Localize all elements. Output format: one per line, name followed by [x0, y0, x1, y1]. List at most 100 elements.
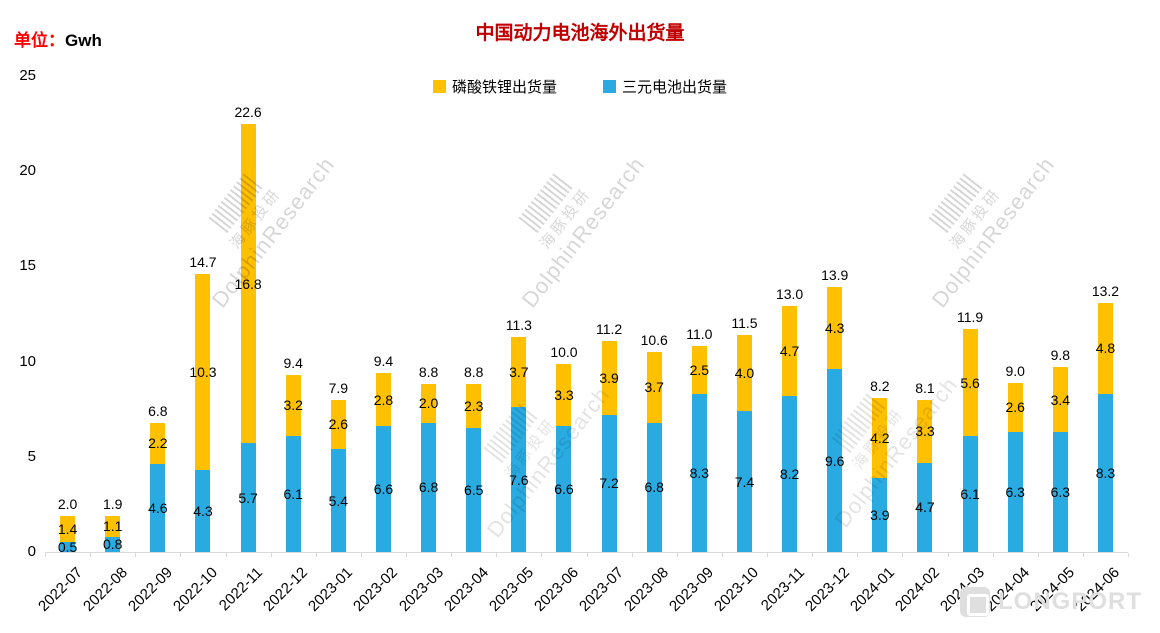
x-axis-tick — [631, 553, 633, 557]
segment-label-lfp: 2.0 — [418, 395, 439, 412]
segment-label-lfp: 3.2 — [283, 397, 303, 414]
segment-label-lfp: 4.2 — [870, 429, 890, 446]
watermark-stripes-icon — [518, 172, 573, 234]
segment-label-ternary: 7.4 — [734, 473, 755, 490]
segment-label-lfp: 10.3 — [189, 364, 217, 381]
bar-segment-lfp — [601, 340, 617, 415]
bar-segment-lfp — [827, 287, 843, 370]
legend-item-ternary: 三元电池出货量 — [603, 76, 727, 97]
total-label: 9.8 — [1050, 347, 1071, 364]
legend-label-ternary: 三元电池出货量 — [622, 79, 728, 96]
legend-swatch-ternary — [603, 80, 616, 93]
segment-label-ternary: 6.3 — [1050, 484, 1071, 501]
segment-label-ternary: 4.3 — [193, 503, 213, 520]
segment-label-ternary: 5.4 — [328, 492, 349, 509]
total-label: 2.0 — [57, 495, 78, 512]
bar-segment-ternary — [330, 449, 346, 552]
segment-label-lfp: 3.4 — [1050, 391, 1071, 408]
total-label: 7.9 — [328, 379, 349, 396]
x-axis-tick — [541, 553, 543, 557]
bar-segment-ternary — [1007, 432, 1023, 552]
bar-segment-ternary — [1097, 393, 1113, 552]
watermark-text-en: DolphinResearch — [206, 152, 340, 313]
segment-label-lfp: 3.3 — [554, 386, 574, 403]
segment-label-lfp: 1.1 — [102, 518, 123, 535]
total-label: 22.6 — [234, 103, 262, 120]
total-label: 10.6 — [640, 332, 668, 349]
total-label: 9.0 — [1005, 362, 1025, 379]
bar-segment-ternary — [1052, 432, 1068, 552]
legend-swatch-lfp — [432, 80, 446, 93]
bar-segment-lfp — [1097, 302, 1113, 394]
unit-prefix: 单位： — [14, 31, 65, 50]
total-label: 11.3 — [505, 316, 532, 333]
segment-label-ternary: 6.3 — [1005, 484, 1025, 501]
segment-label-lfp: 4.3 — [824, 320, 845, 337]
bar-segment-lfp — [466, 384, 482, 429]
total-label: 13.9 — [821, 267, 849, 284]
watermark-text-zh: 海豚投研 — [946, 185, 1005, 253]
x-axis-tick — [225, 553, 227, 557]
legend-label-lfp: 磷酸铁锂出货量 — [451, 79, 557, 96]
bar-segment-ternary — [150, 464, 166, 552]
total-label: 11.2 — [595, 320, 623, 337]
segment-label-ternary: 6.8 — [644, 479, 664, 496]
chart-title: 中国动力电池海外出货量 — [475, 23, 685, 44]
bar-segment-ternary — [195, 470, 211, 552]
bar-segment-ternary — [917, 462, 933, 552]
segment-label-lfp: 2.6 — [1005, 399, 1025, 416]
x-axis-tick — [812, 553, 814, 557]
total-label: 11.0 — [686, 326, 713, 343]
unit-value: Gwh — [65, 31, 102, 50]
bar-segment-lfp — [1052, 367, 1068, 433]
segment-label-lfp: 2.6 — [328, 416, 349, 433]
segment-label-ternary: 6.1 — [283, 485, 303, 502]
total-label: 8.2 — [870, 377, 890, 394]
bar-segment-ternary — [60, 542, 76, 552]
bar-segment-ternary — [466, 428, 482, 552]
bar-segment-ternary — [375, 426, 391, 552]
bar-segment-lfp — [1007, 382, 1023, 433]
total-label: 13.0 — [775, 286, 804, 303]
total-label: 10.0 — [550, 343, 578, 360]
bar-segment-lfp — [330, 399, 346, 450]
watermark-text-en: DolphinResearch — [481, 382, 615, 543]
x-axis-tick — [586, 553, 588, 557]
bar-segment-lfp — [511, 336, 527, 408]
bar-segment-ternary — [105, 536, 121, 552]
total-label: 9.4 — [283, 354, 303, 371]
unit-label: 单位：Gwh — [14, 26, 102, 51]
x-axis-tick — [90, 553, 92, 557]
x-axis-tick — [721, 553, 723, 557]
bar-segment-ternary — [736, 411, 752, 552]
y-axis-label: 10 — [19, 352, 36, 370]
segment-label-ternary: 9.6 — [824, 452, 845, 469]
segment-label-ternary: 6.8 — [418, 479, 439, 496]
total-label: 8.8 — [418, 364, 439, 381]
segment-label-ternary: 6.6 — [373, 481, 394, 498]
segment-label-ternary: 5.7 — [238, 489, 258, 506]
y-axis-label: 25 — [19, 67, 36, 84]
x-axis-tick — [947, 553, 949, 557]
bar-segment-ternary — [556, 426, 572, 552]
x-axis-line — [45, 552, 1128, 553]
segment-label-lfp: 16.8 — [234, 275, 262, 292]
x-axis-tick — [1037, 553, 1039, 557]
bar-segment-lfp — [285, 374, 301, 436]
bar-segment-ternary — [872, 477, 888, 552]
segment-label-ternary: 3.9 — [870, 506, 890, 523]
total-label: 8.1 — [915, 379, 935, 396]
longport-logo: LONGPORT — [960, 587, 1142, 617]
bar-segment-lfp — [375, 373, 391, 427]
segment-label-ternary: 4.7 — [915, 499, 935, 516]
segment-label-ternary: 0.5 — [57, 539, 78, 556]
segment-label-lfp: 3.7 — [644, 379, 664, 396]
longport-logo-text: LONGPORT — [998, 588, 1142, 615]
watermark-text-en: DolphinResearch — [829, 372, 963, 533]
bar-segment-lfp — [782, 306, 798, 396]
segment-label-ternary: 8.3 — [689, 464, 710, 481]
segment-label-lfp: 2.3 — [463, 398, 484, 415]
bar-segment-lfp — [646, 352, 662, 423]
